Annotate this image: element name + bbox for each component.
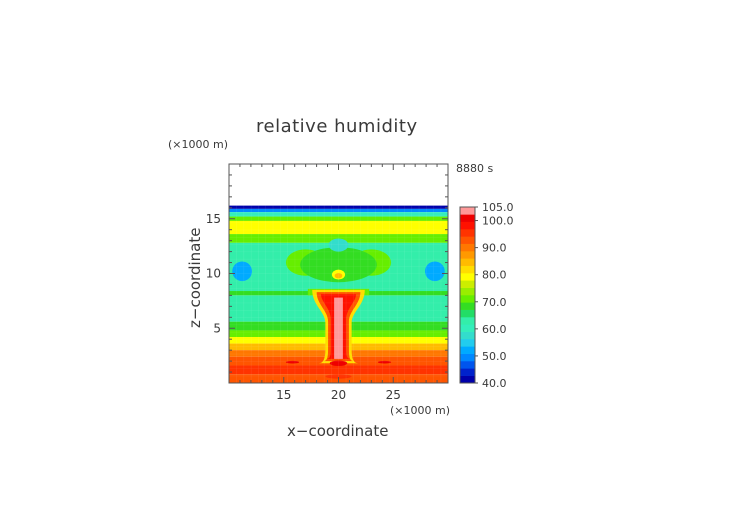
axes: 15 20 25 5 10 15 bbox=[206, 163, 449, 402]
colorbar-level bbox=[460, 302, 475, 310]
x-axis-unit: (×1000 m) bbox=[390, 404, 451, 417]
y-axis-unit: (×1000 m) bbox=[168, 138, 229, 151]
colorbar-tick-label: 100.0 bbox=[482, 215, 514, 228]
colorbar-tick-label: 60.0 bbox=[482, 323, 507, 336]
grid-overlay bbox=[229, 164, 448, 383]
colorbar-tick-label: 80.0 bbox=[482, 269, 507, 282]
colorbar-level bbox=[460, 324, 475, 332]
colorbar-level bbox=[460, 317, 475, 325]
colorbar-level bbox=[460, 287, 475, 296]
colorbar-level bbox=[460, 280, 475, 288]
colorbar-tick-label: 50.0 bbox=[482, 350, 507, 363]
colorbar-level bbox=[460, 207, 475, 215]
colorbar-tick-label: 40.0 bbox=[482, 377, 507, 390]
x-tick-label: 15 bbox=[276, 388, 291, 402]
colorbar-level bbox=[460, 361, 475, 369]
colorbar-tick-label: 70.0 bbox=[482, 296, 507, 309]
colorbar-tick-label: 105.0 bbox=[482, 201, 514, 214]
chart-title: relative humidity bbox=[256, 116, 418, 137]
colorbar-tick-label: 90.0 bbox=[482, 242, 507, 255]
plot-area bbox=[229, 164, 448, 383]
colorbar-level bbox=[460, 339, 475, 347]
colorbar-level bbox=[460, 295, 475, 303]
x-axis-label: x−coordinate bbox=[287, 422, 389, 440]
colorbar-level bbox=[460, 375, 475, 384]
colorbar-level bbox=[460, 214, 475, 222]
colorbar-level bbox=[460, 273, 475, 281]
x-tick-label: 20 bbox=[331, 388, 346, 402]
colorbar-level bbox=[460, 346, 475, 354]
colorbar-level bbox=[460, 243, 475, 252]
colorbar-level bbox=[460, 251, 475, 259]
colorbar-level bbox=[460, 353, 475, 362]
x-tick-label: 25 bbox=[386, 388, 401, 402]
colorbar-level bbox=[460, 229, 475, 237]
colorbar-level bbox=[460, 236, 475, 244]
colorbar-level bbox=[460, 309, 475, 318]
colorbar-level bbox=[460, 368, 475, 376]
colorbar-level bbox=[460, 258, 475, 266]
colorbar-level bbox=[460, 221, 475, 230]
colorbar-level bbox=[460, 331, 475, 340]
y-tick-label: 5 bbox=[213, 321, 221, 335]
colorbar-level bbox=[460, 265, 475, 274]
y-tick-label: 15 bbox=[206, 212, 221, 226]
y-tick-label: 10 bbox=[206, 267, 221, 281]
time-label: 8880 s bbox=[456, 162, 494, 175]
colorbar-frame bbox=[459, 206, 476, 384]
